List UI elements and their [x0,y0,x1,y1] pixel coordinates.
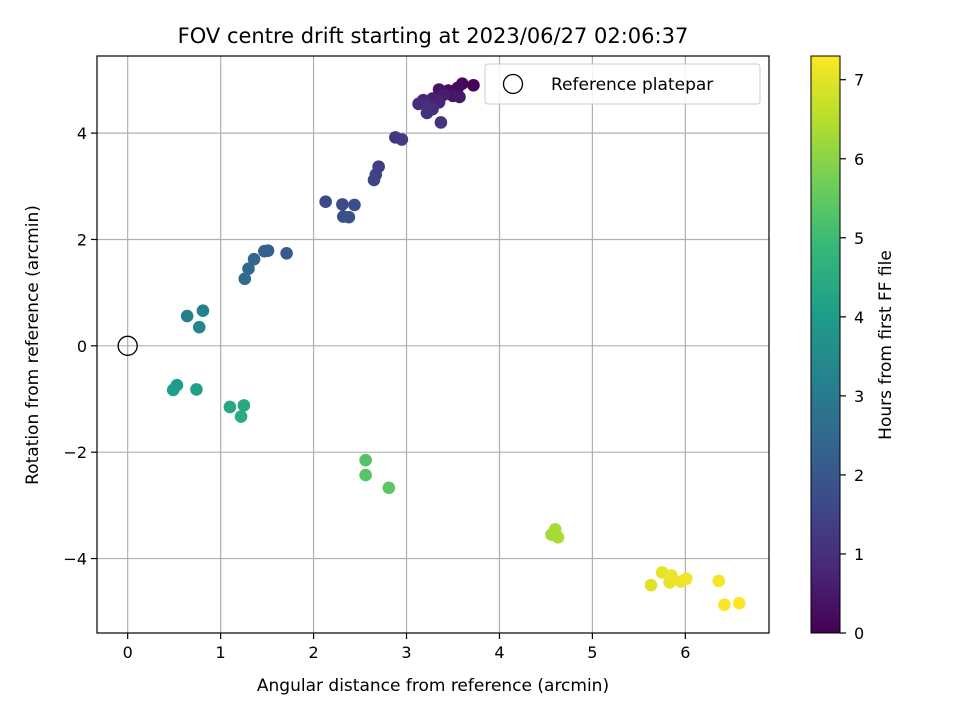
scatter-point [242,262,255,276]
x-tick-label: 2 [308,643,318,662]
scatter-point [420,106,434,120]
y-axis-ticks: −4 −2 0 2 4 [63,124,97,569]
scatter-point [359,468,372,482]
scatter-point [551,530,565,544]
scatter-point [192,320,206,334]
scatter-point [180,309,194,323]
scatter-point [190,383,203,396]
plot-frame [96,55,770,634]
legend: Reference platepar [484,63,761,105]
scatter-point [280,246,293,260]
scatter-point [732,596,746,610]
x-tick-label: 3 [401,643,411,662]
y-axis-label: Rotation from reference (arcmin) [23,205,43,485]
y-tick-label: 0 [77,337,87,356]
y-tick-label: −4 [63,550,87,569]
scatter-point [467,78,480,92]
reference-platepar-marker [117,335,138,356]
colorbar-tick-label: 7 [854,71,864,90]
scatter-point [196,304,210,318]
scatter-point [644,578,658,592]
scatter-point [718,598,731,612]
scatter-point [238,272,252,286]
colorbar-tick-label: 0 [854,624,864,643]
scatter-point [453,90,466,104]
scatter-point [166,383,180,397]
scatter-point [712,574,726,588]
colorbar-tick-label: 1 [854,545,864,564]
scatter-point [336,198,349,211]
scatter-point [434,116,448,129]
x-tick-label: 4 [494,643,504,662]
data-points [166,77,746,612]
legend-box [484,63,761,105]
y-tick-label: −2 [63,443,87,462]
x-tick-label: 0 [123,643,133,662]
scatter-point [348,198,361,212]
scatter-point [382,481,396,495]
colorbar-label: Hours from first FF file [876,250,896,440]
x-axis-label: Angular distance from reference (arcmin) [257,676,609,696]
legend-label-reference: Reference platepar [551,75,713,95]
scatter-point [258,244,271,258]
x-tick-label: 6 [680,643,690,662]
colorbar-tick-label: 5 [854,229,864,248]
y-tick-label: 4 [77,124,87,143]
x-axis-ticks: 0 1 2 3 4 5 6 [123,633,690,662]
colorbar-tick-label: 3 [854,387,864,406]
scatter-point [395,133,409,146]
scatter-point [359,453,372,467]
scatter-point [679,572,693,586]
legend-marker-reference [502,73,524,95]
grid [97,56,769,633]
colorbar-tick-label: 4 [854,308,864,327]
reference-marker-group [117,335,138,356]
scatter-point [234,410,248,423]
chart-title: FOV centre drift starting at 2023/06/27 … [178,24,689,48]
colorbar-tick-label: 6 [854,150,864,169]
scatter-point [665,569,678,582]
colorbar [810,55,841,634]
colorbar-ticks: 0 1 2 3 4 5 6 7 [840,71,864,643]
x-tick-label: 1 [216,643,226,662]
scatter-point [342,210,356,224]
y-tick-label: 2 [77,230,87,249]
scatter-point [223,400,237,414]
scatter-point [367,173,381,187]
scatter-point [237,399,251,412]
scatter-point [247,252,261,266]
x-tick-label: 5 [587,643,597,662]
colorbar-tick-label: 2 [854,466,864,485]
scatter-point [319,195,332,209]
